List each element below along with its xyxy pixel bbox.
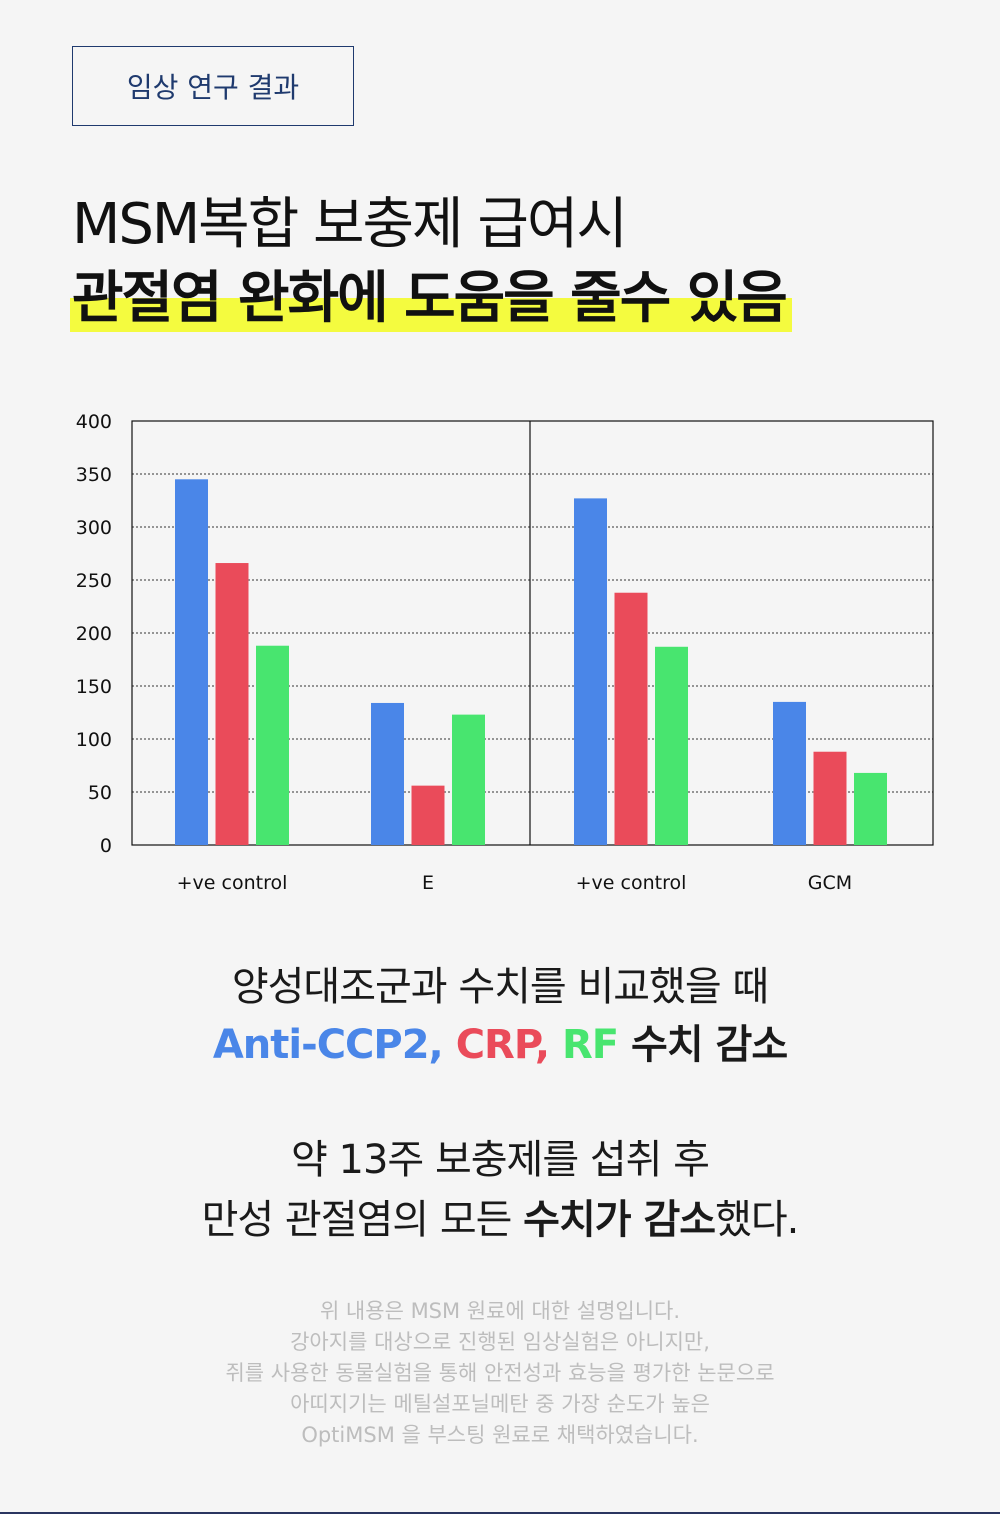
y-tick-label: 250 xyxy=(76,570,112,592)
bar xyxy=(215,563,249,845)
summary2-line2: 만성 관절염의 모든 수치가 감소했다. xyxy=(0,1190,1000,1250)
category-label: GCM xyxy=(808,872,852,894)
y-tick-label: 0 xyxy=(100,835,112,857)
bar-chart: 0 50 100 150 200 250 300 350 400 +ve control E +ve … xyxy=(76,411,934,894)
summary2-bold: 수치가 감소 xyxy=(523,1197,716,1243)
summary2-block: 약 13주 보충제를 섭취 후 만성 관절염의 모든 수치가 감소했다. xyxy=(0,1130,1000,1250)
bar xyxy=(614,592,648,845)
y-tick-label: 50 xyxy=(88,782,112,804)
plot-frame xyxy=(131,420,934,846)
footnote-line1: 위 내용은 MSM 원료에 대한 설명입니다. xyxy=(319,1299,681,1323)
y-tick-label: 350 xyxy=(76,464,112,486)
bottom-divider xyxy=(0,1512,1000,1514)
footnote-line5: OptiMSM 을 부스팅 원료로 채택하였습니다. xyxy=(301,1423,699,1447)
summary-line1: 양성대조군과 수치를 비교했을 때 xyxy=(231,964,769,1010)
summary-tail: 수치 감소 xyxy=(631,1022,788,1068)
y-tick-label: 150 xyxy=(76,676,112,698)
summary-line2: Anti-CCP2, CRP, RF 수치 감소 xyxy=(0,1016,1000,1074)
y-tick-label: 100 xyxy=(76,729,112,751)
section-tag: 임상 연구 결과 xyxy=(72,46,354,126)
y-tick-label: 400 xyxy=(76,411,112,433)
category-label: E xyxy=(422,872,434,894)
category-label: +ve control xyxy=(177,872,288,894)
summary2-line1: 약 13주 보충제를 섭취 후 xyxy=(291,1137,710,1183)
summary2-pre: 만성 관절염의 모든 xyxy=(201,1197,524,1243)
headline-line2-highlighted: 관절염 완화에 도움을 줄수 있음 xyxy=(70,262,792,336)
summary2-post: 했다. xyxy=(715,1197,799,1243)
y-tick-label: 300 xyxy=(76,517,112,539)
bar xyxy=(773,701,806,845)
rf-label: RF xyxy=(561,1022,619,1068)
bar xyxy=(813,751,847,845)
bar xyxy=(452,714,485,845)
bar xyxy=(854,772,887,845)
bar xyxy=(371,702,404,845)
bar xyxy=(411,785,445,845)
footnote: 위 내용은 MSM 원료에 대한 설명입니다. 강아지를 대상으로 진행된 임상… xyxy=(0,1296,1000,1451)
footnote-line3: 쥐를 사용한 동물실험을 통해 안전성과 효능을 평가한 논문으로 xyxy=(225,1361,775,1385)
headline-line1: MSM복합 보충제 급여시 xyxy=(72,192,628,257)
bar xyxy=(256,645,289,845)
headline: MSM복합 보충제 급여시 관절염 완화에 도움을 줄수 있음 xyxy=(70,188,792,336)
category-label: +ve control xyxy=(576,872,687,894)
bar xyxy=(574,498,607,845)
footnote-line4: 아띠지기는 메틸설포닐메탄 중 가장 순도가 높은 xyxy=(290,1392,710,1416)
bar xyxy=(655,646,688,845)
crp-label: CRP, xyxy=(455,1022,550,1068)
anti-ccp2-label: Anti-CCP2, xyxy=(212,1022,444,1068)
bar xyxy=(175,479,208,845)
y-tick-label: 200 xyxy=(76,623,112,645)
summary-block: 양성대조군과 수치를 비교했을 때 Anti-CCP2, CRP, RF 수치 … xyxy=(0,958,1000,1074)
footnote-line2: 강아지를 대상으로 진행된 임상실험은 아니지만, xyxy=(290,1330,710,1354)
